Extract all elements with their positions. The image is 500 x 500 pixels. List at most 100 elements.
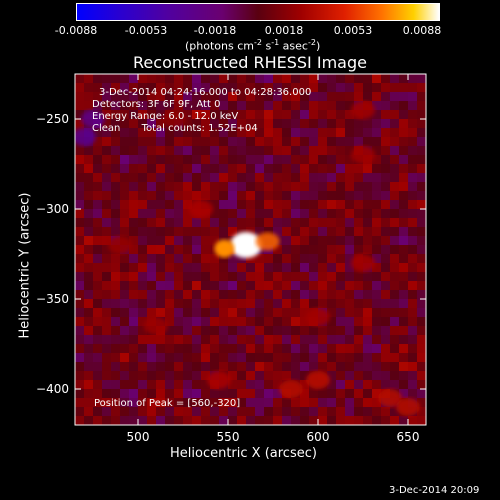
heatmap-cell — [120, 281, 129, 290]
heatmap-cell — [165, 380, 174, 389]
heatmap-cell — [183, 254, 192, 263]
heatmap-cell — [417, 74, 426, 83]
heatmap-cell — [183, 74, 192, 83]
heatmap-cell — [336, 110, 345, 119]
heatmap-cell — [309, 155, 318, 164]
heatmap-cell — [372, 362, 381, 371]
heatmap-cell — [147, 92, 156, 101]
heatmap-cell — [219, 110, 228, 119]
heatmap-cell — [84, 245, 93, 254]
heatmap-cell — [210, 263, 219, 272]
detectors-text: Detectors: 3F 6F 9F, Att 0 — [92, 99, 221, 110]
heatmap-cell — [183, 101, 192, 110]
heatmap-cell — [327, 290, 336, 299]
heatmap-cell — [165, 290, 174, 299]
heatmap-cell — [264, 281, 273, 290]
heatmap-cell — [102, 362, 111, 371]
heatmap-cell — [120, 335, 129, 344]
heatmap-cell — [93, 191, 102, 200]
heatmap-cell — [255, 353, 264, 362]
heatmap-cell — [129, 371, 138, 380]
heatmap-cell — [93, 227, 102, 236]
heatmap-cell — [318, 335, 327, 344]
heatmap-cell — [363, 182, 372, 191]
heatmap-cell — [156, 398, 165, 407]
heatmap-cell — [255, 389, 264, 398]
heatmap-cell — [138, 299, 147, 308]
heatmap-cell — [264, 164, 273, 173]
heatmap-cell — [345, 254, 354, 263]
heatmap-cell — [354, 92, 363, 101]
heatmap-cell — [408, 173, 417, 182]
heatmap-cell — [282, 92, 291, 101]
heatmap-cell — [363, 407, 372, 416]
heatmap-cell — [138, 416, 147, 425]
heatmap-cell — [327, 362, 336, 371]
heatmap-cell — [372, 263, 381, 272]
heatmap-cell — [84, 227, 93, 236]
heatmap-cell — [102, 155, 111, 164]
heatmap-cell — [372, 191, 381, 200]
heatmap-cell — [219, 389, 228, 398]
heatmap-cell — [210, 209, 219, 218]
heatmap-cell — [111, 263, 120, 272]
heatmap-cell — [237, 317, 246, 326]
heatmap-cell — [354, 128, 363, 137]
heatmap-cell — [111, 308, 120, 317]
heatmap-cell — [381, 191, 390, 200]
heatmap-cell — [147, 83, 156, 92]
heatmap-cell — [102, 407, 111, 416]
heatmap-cell — [282, 146, 291, 155]
heatmap-cell — [246, 119, 255, 128]
heatmap-cell — [147, 218, 156, 227]
heatmap-cell — [183, 281, 192, 290]
heatmap-cell — [381, 299, 390, 308]
heatmap-cell — [354, 209, 363, 218]
heatmap-cell — [273, 308, 282, 317]
heatmap-cell — [381, 200, 390, 209]
heatmap-cell — [219, 362, 228, 371]
heatmap-cell — [93, 200, 102, 209]
heatmap-cell — [174, 74, 183, 83]
heatmap-cell — [183, 317, 192, 326]
heatmap-cell — [165, 362, 174, 371]
heatmap-cell — [102, 101, 111, 110]
heatmap-cell — [381, 137, 390, 146]
heatmap-cell — [336, 191, 345, 200]
heatmap-cell — [264, 110, 273, 119]
footer-date: 3-Dec-2014 20:09 — [389, 485, 480, 496]
heatmap-cell — [417, 254, 426, 263]
heatmap-cell — [228, 209, 237, 218]
heatmap-cell — [291, 146, 300, 155]
heatmap-cell — [93, 182, 102, 191]
heatmap-cell — [201, 173, 210, 182]
heatmap-cell — [102, 245, 111, 254]
heatmap-cell — [228, 182, 237, 191]
heatmap-cell — [210, 137, 219, 146]
heatmap-cell — [273, 155, 282, 164]
heatmap-cell — [363, 92, 372, 101]
heatmap-cell — [93, 344, 102, 353]
heatmap-cell — [228, 173, 237, 182]
heatmap-cell — [300, 380, 309, 389]
heatmap-cell — [363, 173, 372, 182]
heatmap-cell — [129, 407, 138, 416]
heatmap-cell — [372, 398, 381, 407]
heatmap-cell — [183, 263, 192, 272]
heatmap-cell — [417, 164, 426, 173]
heatmap-cell — [408, 227, 417, 236]
heatmap-cell — [75, 254, 84, 263]
heatmap-cell — [327, 263, 336, 272]
heatmap-cell — [399, 101, 408, 110]
heatmap-cell — [156, 191, 165, 200]
heatmap-cell — [75, 92, 84, 101]
heatmap-cell — [237, 191, 246, 200]
heatmap-cell — [165, 281, 174, 290]
heatmap-cell — [111, 389, 120, 398]
heatmap-cell — [309, 173, 318, 182]
heatmap-cell — [120, 119, 129, 128]
heatmap-cell — [336, 218, 345, 227]
heatmap-cell — [381, 236, 390, 245]
heatmap-cell — [255, 128, 264, 137]
heatmap-cell — [390, 164, 399, 173]
